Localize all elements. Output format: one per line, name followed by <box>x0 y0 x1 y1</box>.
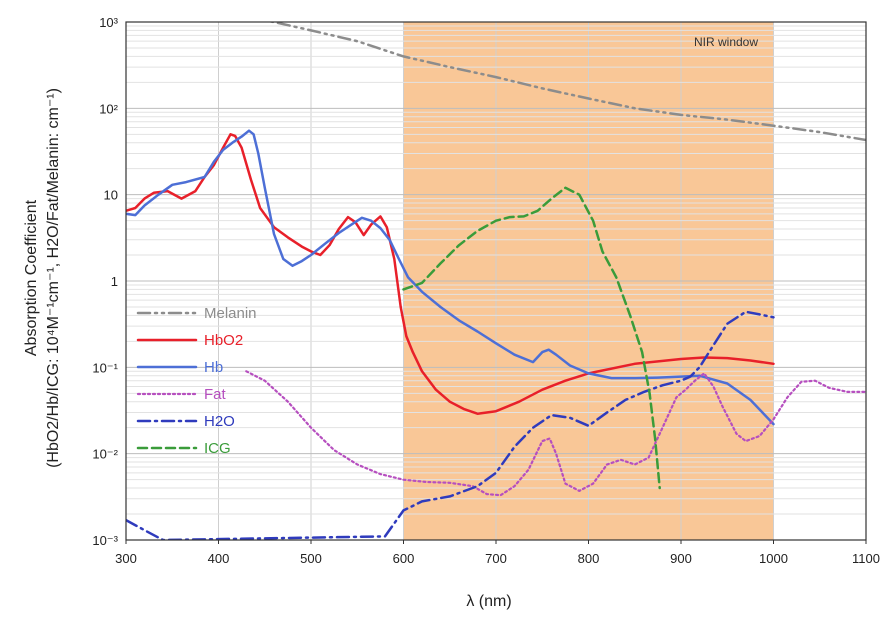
x-tick-label: 1000 <box>759 551 788 566</box>
series-line-hbo2 <box>126 133 775 415</box>
series-line-h2o <box>126 310 775 540</box>
y-tick-label: 1 <box>111 274 118 289</box>
x-tick-label: 700 <box>485 551 507 566</box>
x-tick-label: 600 <box>393 551 415 566</box>
y-axis-title-line1: Absorption Coefficient <box>23 199 40 356</box>
x-axis-title: λ (nm) <box>466 593 511 610</box>
legend-label-icg: ICG <box>204 440 231 457</box>
y-tick-label: 10 <box>104 188 118 203</box>
x-tick-labels: 300 400 500 600 700 800 900 1000 1100 <box>115 540 880 566</box>
y-tick-label: 10⁻³ <box>92 533 118 548</box>
series-line-icg <box>402 186 661 490</box>
series-lines <box>126 22 866 540</box>
nir-window-label: NIR window <box>694 35 758 49</box>
x-tick-label: 800 <box>578 551 600 566</box>
x-tick-label: 1100 <box>852 551 880 566</box>
y-tick-label: 10³ <box>99 15 118 30</box>
y-tick-labels: 10⁻³ 10⁻² 10⁻¹ 1 10 10² 10³ <box>92 15 118 548</box>
x-tick-label: 300 <box>115 551 137 566</box>
x-tick-label: 400 <box>208 551 230 566</box>
legend-label-hb: Hb <box>204 359 223 376</box>
grid <box>126 22 866 540</box>
legend-label-melanin: Melanin <box>204 305 257 322</box>
series-line-melanin <box>266 22 866 142</box>
legend: Melanin HbO2 Hb Fat H2O ICG <box>136 305 257 457</box>
x-tick-label: 500 <box>300 551 322 566</box>
y-axis-title-line2: (HbO2/Hb/ICG: 10⁴M⁻¹cm⁻¹, H2O/Fat/Melani… <box>45 88 62 468</box>
series-line-fat <box>245 370 866 497</box>
x-tick-label: 900 <box>670 551 692 566</box>
y-tick-label: 10⁻² <box>92 447 118 462</box>
y-tick-label: 10² <box>99 101 118 116</box>
y-tick-label: 10⁻¹ <box>92 360 118 375</box>
series-line-hb <box>126 129 775 426</box>
legend-label-h2o: H2O <box>204 413 235 430</box>
legend-label-fat: Fat <box>204 386 227 403</box>
legend-label-hbo2: HbO2 <box>204 332 243 349</box>
